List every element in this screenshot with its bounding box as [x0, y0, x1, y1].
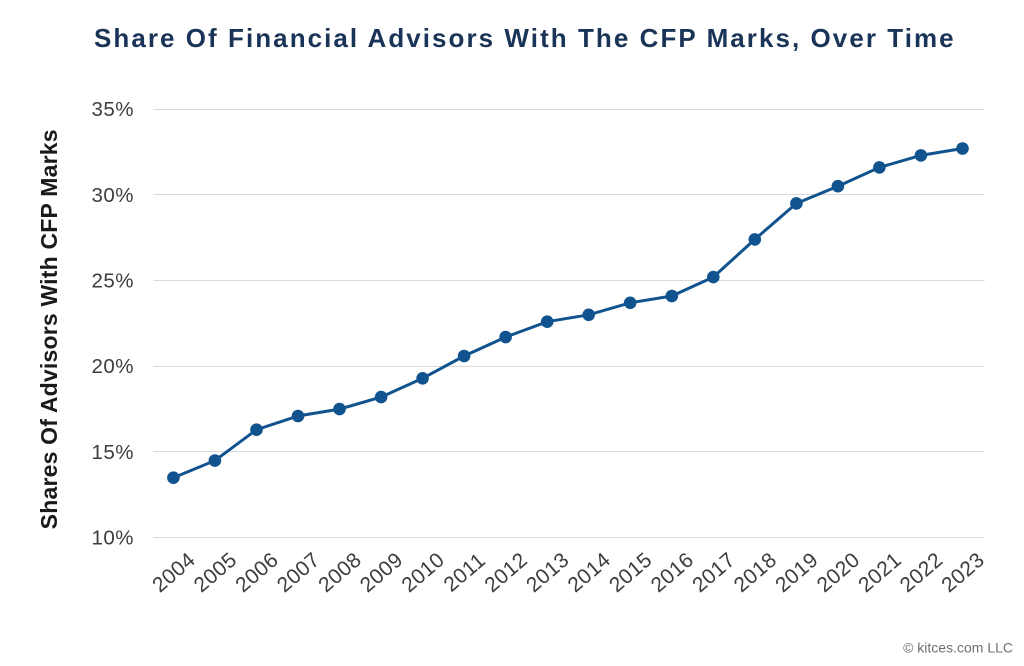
svg-text:10%: 10% [91, 527, 134, 550]
svg-text:35%: 35% [91, 98, 134, 121]
svg-text:30%: 30% [91, 184, 134, 207]
svg-text:Shares Of Advisors With CFP Ma: Shares Of Advisors With CFP Marks [36, 129, 62, 529]
svg-text:25%: 25% [91, 270, 134, 293]
svg-text:Share Of Financial Advisors Wi: Share Of Financial Advisors With The CFP… [94, 23, 956, 53]
svg-text:20%: 20% [91, 355, 134, 378]
svg-text:© kitces.com LLC: © kitces.com LLC [903, 640, 1013, 656]
svg-text:15%: 15% [91, 441, 134, 464]
